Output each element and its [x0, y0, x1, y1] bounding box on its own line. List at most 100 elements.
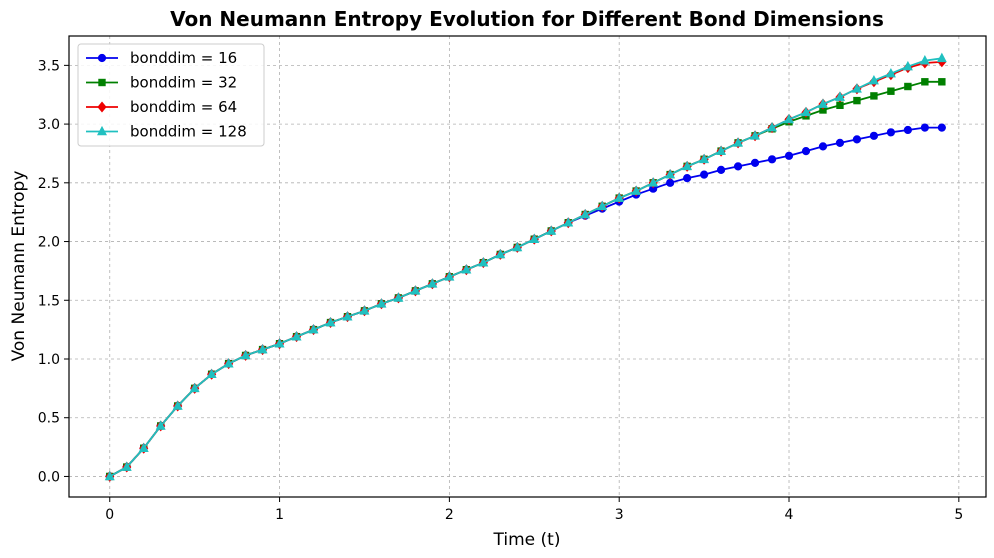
- data-point: [853, 96, 861, 105]
- data-point: [240, 349, 251, 360]
- legend: bonddim = 16 bonddim = 32 bonddim = 64 bond…: [77, 43, 265, 147]
- data-point: [937, 123, 946, 132]
- data-point: [461, 264, 472, 274]
- legend-item: bonddim = 16: [86, 49, 237, 67]
- x-axis: 0 1 2 3 4 5: [105, 497, 963, 523]
- x-tick-label: 2: [445, 507, 454, 523]
- data-point: [904, 82, 912, 91]
- series-line: [109, 126, 942, 478]
- data-point: [851, 83, 862, 93]
- x-tick-label: 1: [275, 507, 284, 523]
- data-point: [291, 331, 302, 341]
- x-tick-label: 4: [785, 507, 794, 523]
- x-tick-label: 5: [954, 507, 963, 523]
- series-layer: [104, 52, 947, 482]
- legend-marker: [98, 78, 106, 87]
- y-axis: 0.0 0.5 1.0 1.5 2.0 2.5 3.0 3.5: [38, 58, 69, 485]
- data-point: [903, 125, 912, 135]
- data-point: [121, 461, 132, 471]
- data-point: [512, 241, 523, 252]
- legend-item: bonddim = 128: [86, 123, 247, 141]
- data-point: [410, 285, 421, 295]
- data-point: [666, 178, 675, 187]
- data-point: [870, 92, 878, 100]
- data-point: [869, 131, 879, 140]
- legend-item: bonddim = 32: [86, 74, 237, 92]
- data-point: [597, 200, 608, 211]
- legend-marker: [97, 101, 107, 113]
- data-point: [104, 470, 115, 481]
- y-axis-label: Von Neumann Entropy: [9, 171, 29, 362]
- data-point: [885, 67, 896, 78]
- y-tick-label: 1.0: [38, 352, 60, 368]
- legend-box: [77, 43, 265, 147]
- data-point: [155, 420, 166, 430]
- data-point: [189, 382, 200, 393]
- chart-title: Von Neumann Entropy Evolution for Differ…: [170, 7, 884, 31]
- data-point: [920, 123, 929, 132]
- data-point: [733, 137, 744, 147]
- data-point: [767, 121, 778, 132]
- data-point: [325, 316, 336, 327]
- data-point: [700, 170, 709, 179]
- data-point: [308, 323, 319, 334]
- data-point: [836, 101, 844, 109]
- data-point: [818, 142, 828, 151]
- legend-label: bonddim = 128: [130, 123, 247, 141]
- data-point: [444, 271, 455, 281]
- y-tick-label: 0.0: [38, 469, 60, 485]
- data-point: [172, 400, 183, 410]
- legend-label: bonddim = 16: [130, 49, 237, 67]
- data-point: [784, 151, 794, 160]
- y-tick-label: 1.5: [38, 293, 60, 309]
- data-point: [716, 145, 727, 155]
- data-point: [359, 305, 370, 315]
- data-point: [886, 128, 896, 137]
- data-point: [614, 192, 625, 202]
- legend-item: bonddim = 64: [86, 98, 237, 116]
- legend-marker: [97, 125, 107, 136]
- legend-label: bonddim = 32: [130, 74, 237, 92]
- data-point: [495, 248, 506, 259]
- data-point: [342, 311, 353, 321]
- legend-label: bonddim = 64: [130, 98, 237, 116]
- data-point: [817, 98, 828, 108]
- data-point: [478, 257, 489, 267]
- data-point: [682, 160, 693, 171]
- data-point: [257, 343, 268, 354]
- data-point: [919, 55, 930, 65]
- data-point: [902, 60, 913, 71]
- data-point: [733, 162, 743, 171]
- data-point: [936, 52, 947, 63]
- data-point: [580, 208, 591, 219]
- data-point: [546, 225, 557, 235]
- series-4: [104, 52, 947, 481]
- data-point: [376, 298, 387, 308]
- data-point: [750, 158, 760, 167]
- data-point: [563, 217, 574, 227]
- x-tick-label: 3: [615, 507, 624, 523]
- data-point: [852, 135, 862, 144]
- data-point: [716, 165, 726, 174]
- legend-marker: [97, 53, 107, 63]
- y-tick-label: 0.5: [38, 411, 60, 427]
- y-tick-label: 2.5: [38, 176, 60, 192]
- data-point: [868, 74, 879, 85]
- data-point: [921, 78, 929, 86]
- data-point: [699, 153, 710, 164]
- data-point: [800, 106, 811, 117]
- data-point: [223, 358, 234, 368]
- data-point: [631, 185, 642, 195]
- data-point: [834, 91, 845, 101]
- data-point: [887, 87, 895, 95]
- plot-frame: [68, 35, 987, 498]
- y-tick-label: 2.0: [38, 235, 60, 251]
- x-tick-label: 0: [105, 507, 114, 523]
- data-point: [138, 442, 149, 453]
- data-point: [835, 138, 845, 147]
- x-axis-label: Time (t): [493, 530, 561, 550]
- y-tick-label: 3.5: [38, 58, 60, 74]
- data-point: [683, 174, 692, 183]
- data-point: [427, 278, 438, 288]
